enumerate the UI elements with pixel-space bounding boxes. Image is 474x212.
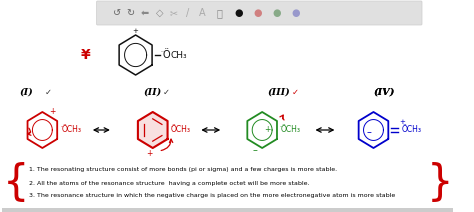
- Text: A: A: [199, 8, 206, 18]
- Text: (III): (III): [267, 88, 290, 96]
- Text: (I): (I): [19, 88, 33, 96]
- Text: ●: ●: [234, 8, 243, 18]
- Text: CH₃: CH₃: [171, 50, 187, 60]
- Text: ÖCH₃: ÖCH₃: [62, 126, 82, 134]
- Text: ✓: ✓: [163, 88, 170, 96]
- Text: ✓: ✓: [45, 88, 52, 96]
- Text: ··: ··: [61, 124, 64, 129]
- Text: 3. The resonance structure in which the negative charge is placed on the more el: 3. The resonance structure in which the …: [29, 194, 395, 198]
- Text: 1. The resonating structure consist of more bonds (pi or sigma) and a few charge: 1. The resonating structure consist of m…: [29, 167, 337, 173]
- FancyBboxPatch shape: [2, 208, 454, 212]
- Text: ··: ··: [170, 124, 173, 129]
- Text: +: +: [49, 106, 56, 116]
- Text: 2. All the atoms of the resonance structure  having a complete octet will be mor: 2. All the atoms of the resonance struct…: [29, 180, 310, 186]
- Text: ●: ●: [253, 8, 262, 18]
- Text: ●: ●: [291, 8, 300, 18]
- Text: ↻: ↻: [126, 8, 134, 18]
- Text: ↺: ↺: [112, 8, 121, 18]
- FancyBboxPatch shape: [97, 1, 422, 25]
- FancyArrowPatch shape: [161, 139, 173, 151]
- Text: (IV): (IV): [374, 88, 395, 96]
- Text: {: {: [2, 162, 29, 204]
- Text: (IV): (IV): [374, 88, 395, 96]
- Text: ÖCH₃: ÖCH₃: [402, 126, 422, 134]
- FancyArrowPatch shape: [27, 128, 31, 135]
- Text: +: +: [146, 148, 152, 158]
- Polygon shape: [138, 112, 168, 148]
- Text: ··: ··: [280, 124, 283, 129]
- Text: /: /: [186, 8, 190, 18]
- Text: –: –: [366, 127, 371, 137]
- Text: +: +: [264, 126, 271, 134]
- Text: ¥: ¥: [81, 48, 91, 62]
- Text: ÖCH₃: ÖCH₃: [280, 126, 300, 134]
- Text: +: +: [399, 119, 405, 125]
- Text: ◇: ◇: [155, 8, 163, 18]
- Text: (II): (II): [143, 88, 162, 96]
- FancyArrowPatch shape: [280, 115, 284, 120]
- Text: ●: ●: [272, 8, 281, 18]
- Text: ÖCH₃: ÖCH₃: [171, 126, 191, 134]
- Text: }: }: [427, 162, 453, 204]
- Text: +: +: [133, 28, 138, 34]
- Text: –: –: [252, 145, 257, 155]
- Text: ⬅: ⬅: [141, 8, 149, 18]
- Text: ··: ··: [160, 49, 164, 54]
- Text: ⬜: ⬜: [217, 8, 222, 18]
- Text: ✓: ✓: [292, 88, 299, 96]
- Text: Ö: Ö: [162, 50, 170, 60]
- Text: ✂: ✂: [170, 8, 178, 18]
